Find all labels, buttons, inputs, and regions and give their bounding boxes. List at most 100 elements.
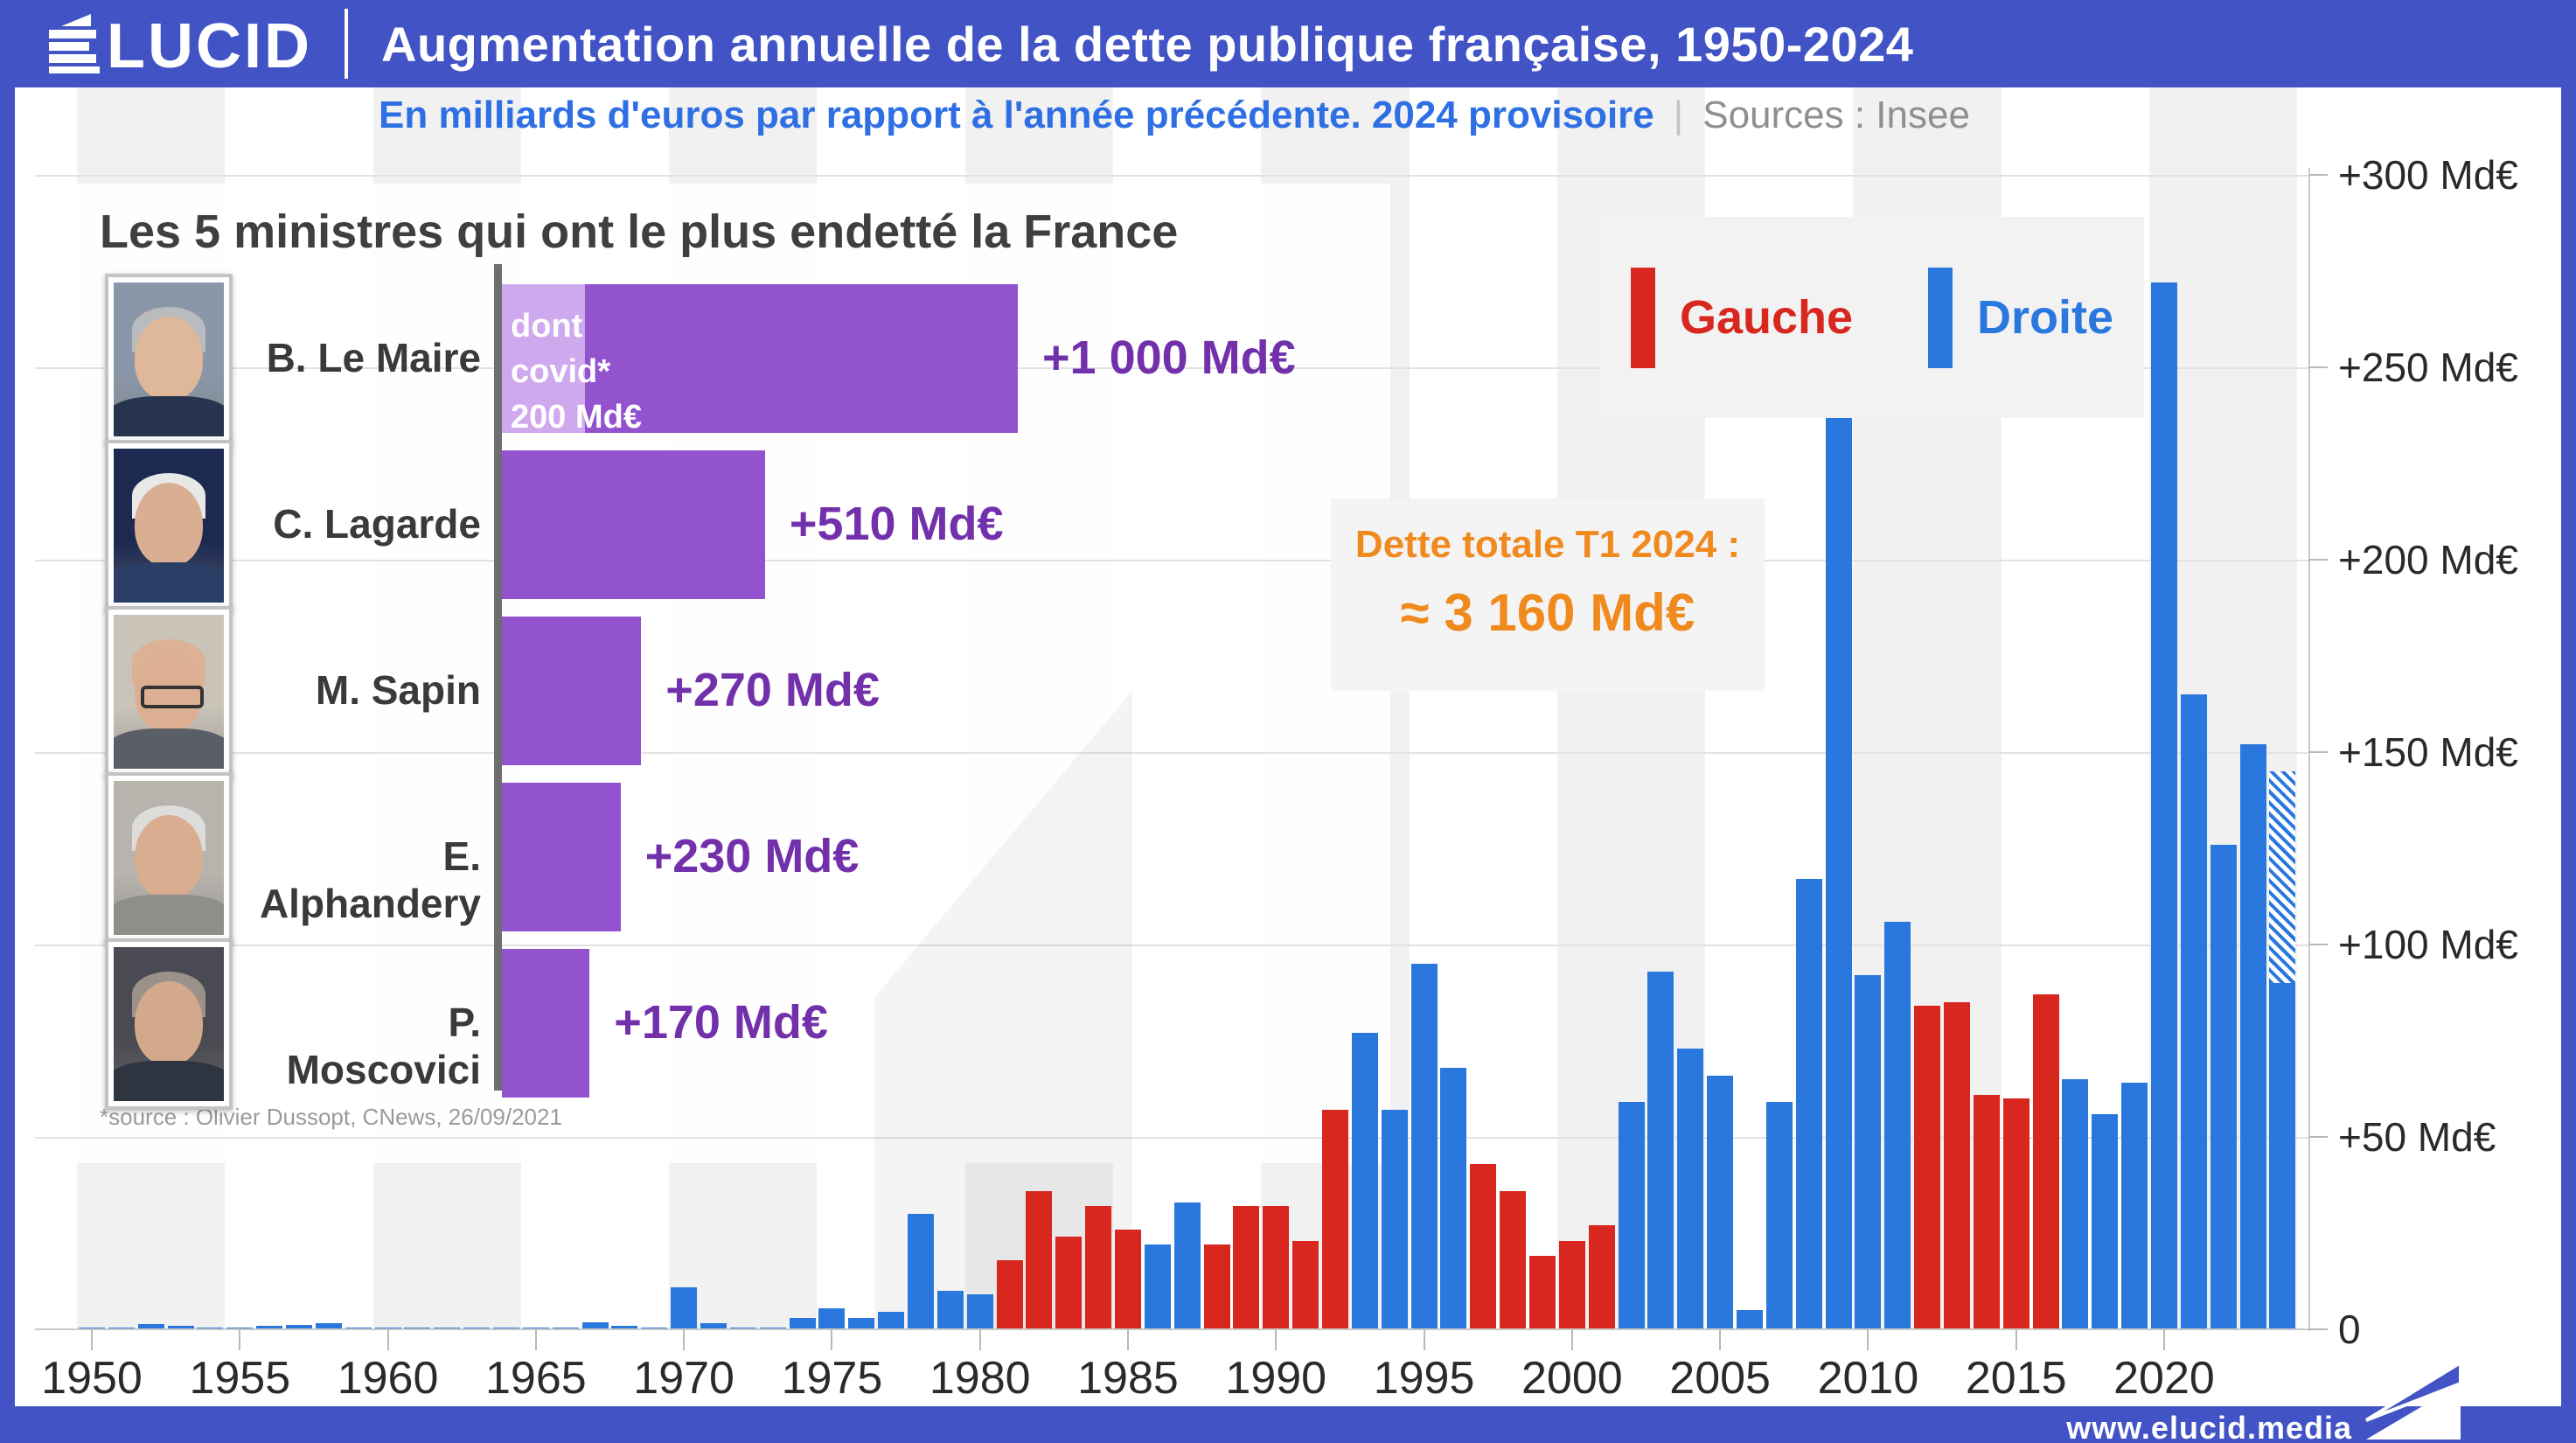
minister-bar-4 [502,783,621,931]
bar-2014 [1973,1094,2000,1329]
minister-bar-2 [502,450,765,599]
minister-name-3: M. Sapin [315,667,481,713]
logo-stencil-e-icon [49,14,101,73]
bar-2000 [1558,1240,1585,1329]
bar-1968 [611,1325,638,1329]
x-tick [1570,1329,1573,1350]
bar-1995 [1410,964,1438,1329]
bar-1991 [1292,1240,1319,1329]
bar-2002 [1618,1102,1645,1329]
bar-1988 [1203,1244,1230,1329]
x-axis-label-1965: 1965 [485,1353,587,1404]
x-tick [1275,1329,1278,1350]
x-tick [683,1329,686,1350]
x-axis-label-2005: 2005 [1669,1353,1771,1404]
bar-2021 [2180,694,2207,1329]
legend: Gauche Droite [1600,217,2144,418]
header-divider [345,9,348,79]
bar-1985 [1114,1229,1141,1329]
bar-1967 [581,1322,609,1329]
gridline-200 [35,560,2308,561]
bar-1973 [759,1327,786,1329]
x-tick [2015,1329,2017,1350]
x-tick [1126,1329,1129,1350]
x-tick [239,1329,241,1350]
minister-value-1: +1 000 Md€ [1042,331,1296,384]
bar-1980 [966,1294,993,1329]
bar-2006 [1736,1310,1763,1329]
y-axis-label: +150 Md€ [2338,729,2518,775]
minister-photo-5 [105,938,233,1110]
legend-swatch-gauche [1630,267,1655,368]
minister-value-3: +270 Md€ [665,664,880,716]
bar-1971 [700,1322,727,1329]
bar-1989 [1233,1206,1260,1329]
header-bar [0,0,2576,87]
y-axis-label: 0 [2338,1307,2361,1352]
x-axis-label-1975: 1975 [781,1353,883,1404]
minister-photo-3 [105,606,233,777]
y-axis-label: +50 Md€ [2338,1114,2496,1160]
bar-2005 [1707,1075,1734,1329]
inset-title: Les 5 ministres qui ont le plus endetté … [100,206,1179,258]
gridline-100 [35,945,2308,946]
bar-2015 [2002,1098,2029,1329]
x-tick [534,1329,537,1350]
y-axis-label: +250 Md€ [2338,345,2518,390]
bar-1981 [996,1259,1023,1329]
inset-axis-line [494,264,502,1091]
legend-label-droite: Droite [1977,291,2114,344]
bar-1952 [137,1323,164,1329]
x-axis-label-1950: 1950 [41,1353,143,1404]
bar-1982 [1026,1190,1053,1329]
bar-1953 [167,1326,194,1329]
minister-photo-1 [105,274,233,445]
total-debt-line1: Dette totale T1 2024 : [1354,523,1741,566]
bar-2010 [1855,975,1882,1329]
bar-2003 [1647,971,1674,1329]
bar-1992 [1321,1110,1348,1329]
bar-1998 [1500,1190,1527,1329]
x-tick [1423,1329,1425,1350]
bar-2013 [1943,1002,1970,1329]
y-tick [2308,174,2328,176]
footer-bar [0,1406,2576,1443]
footer-url-link[interactable]: www.elucid.media [2066,1410,2352,1443]
x-tick [91,1329,93,1350]
bar-1987 [1173,1202,1201,1329]
bar-1990 [1263,1206,1290,1329]
page-title: Augmentation annuelle de la dette publiq… [381,16,1914,72]
bar-1963 [463,1327,491,1329]
minister-photo-2 [105,440,233,611]
gridline-50 [35,1137,2308,1139]
elucid-pennant-icon [2364,1350,2462,1443]
bar-1986 [1144,1244,1171,1329]
bar-2019 [2121,1083,2148,1329]
bar-2017 [2062,1079,2089,1329]
bar-2018 [2092,1113,2119,1329]
gridline-150 [35,752,2308,754]
minister-bar-1: dont covid* 200 Md€ [502,284,1018,436]
x-axis-label-2020: 2020 [2113,1353,2215,1404]
bar-1996 [1440,1067,1467,1329]
x-tick [831,1329,833,1350]
minister-name-4: E. Alphandery [259,833,481,926]
bar-2016 [2032,994,2059,1329]
bar-1975 [818,1307,846,1329]
y-tick [2308,751,2328,753]
bar-1983 [1055,1237,1083,1329]
bar-1957 [285,1325,312,1329]
subtitle-source: Sources : Insee [1702,94,1970,136]
logo-text: LUCID [107,11,312,81]
x-axis-label-1980: 1980 [929,1353,1031,1404]
legend-label-gauche: Gauche [1679,291,1854,344]
bar-1959 [345,1327,372,1329]
minister-bar-3 [502,617,642,765]
elucid-logo: LUCID [49,11,312,81]
minister-photo-4 [105,772,233,944]
x-tick [1719,1329,1722,1350]
covid-portion [502,284,585,433]
minister-value-2: +510 Md€ [789,498,1004,550]
x-tick [978,1329,981,1350]
x-tick [386,1329,389,1350]
